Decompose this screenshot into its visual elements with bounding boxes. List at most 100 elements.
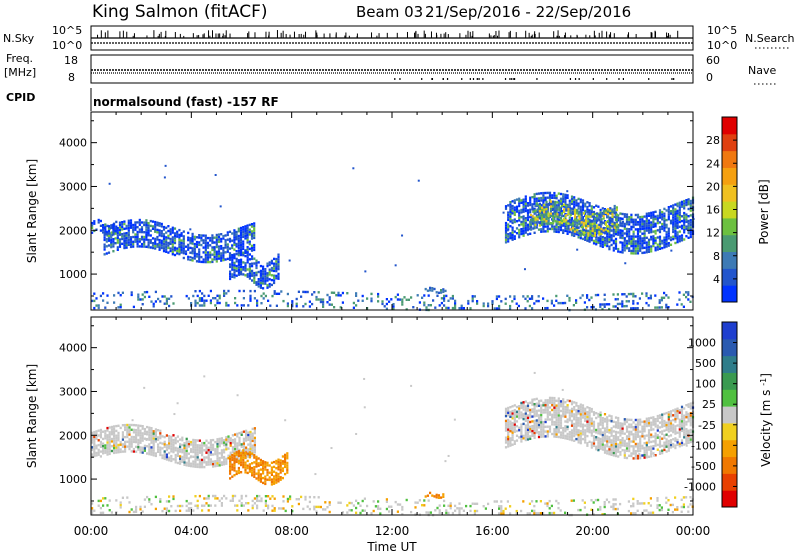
echo-cell [584, 417, 587, 420]
echo-cell [601, 207, 604, 210]
echo-cell [551, 432, 554, 436]
echo-cell [619, 212, 622, 215]
echo-cell [628, 228, 631, 231]
echo-cell [647, 241, 651, 244]
echo-cell [259, 458, 262, 462]
echo-cell [205, 439, 208, 442]
echo-cell [557, 409, 560, 412]
echo-cell [412, 306, 415, 309]
echo-cell [127, 236, 130, 239]
echo-cell [436, 506, 439, 510]
echo-cell [639, 223, 642, 226]
echo-cell [405, 498, 408, 502]
echo-cell [647, 436, 651, 439]
echo-cell [602, 210, 605, 213]
echo-cell [540, 230, 543, 233]
echo-cell [136, 240, 139, 243]
echo-cell [658, 230, 662, 234]
echo-cell [110, 445, 113, 448]
echo-cell [437, 494, 440, 497]
echo-cell [264, 268, 267, 271]
echo-cell [196, 456, 199, 459]
echo-cell [562, 407, 565, 411]
echo-cell [544, 420, 547, 424]
echo-cell [658, 443, 662, 446]
echo-cell [540, 404, 543, 407]
echo-cell [553, 420, 556, 424]
echo-cell [568, 438, 571, 441]
echo-cell [104, 429, 107, 433]
echo-cell [95, 451, 98, 455]
echo-cell [533, 412, 536, 415]
echo-cell [553, 191, 556, 195]
echo-cell [458, 307, 461, 310]
echo-cell [660, 306, 663, 309]
echo-cell [546, 403, 549, 407]
echo-cell [322, 508, 325, 511]
echo-cell [564, 227, 567, 230]
echo-cell [240, 433, 243, 436]
echo-cell [180, 251, 183, 254]
echo-cell [544, 401, 547, 404]
echo-cell [685, 442, 688, 445]
echo-cell [617, 219, 620, 222]
echo-cell [135, 431, 138, 434]
echo-cell [579, 417, 582, 421]
echo-cell [541, 221, 544, 224]
echo-cell [689, 428, 692, 432]
echo-cell [566, 408, 569, 412]
echo-cell [577, 508, 580, 512]
echo-cell [242, 456, 245, 459]
echo-cell [253, 276, 256, 280]
echo-cell [689, 431, 692, 434]
echo-cell [236, 304, 239, 307]
echo-cell [145, 228, 148, 232]
echo-cell [108, 452, 111, 456]
echo-cell [304, 498, 307, 501]
echo-cell [211, 239, 214, 242]
echo-cell [672, 228, 675, 231]
echo-cell [193, 235, 196, 239]
echo-cell [586, 406, 589, 409]
echo-cell [162, 240, 166, 243]
echo-cell [231, 273, 234, 276]
echo-cell [575, 409, 578, 412]
echo-cell [247, 438, 250, 441]
echo-cell [223, 451, 226, 454]
echo-cell [546, 227, 549, 231]
echo-cell [520, 430, 523, 433]
echo-cell [669, 412, 673, 415]
echo-cell [163, 452, 166, 456]
echo-cell [612, 230, 615, 233]
echo-cell [266, 478, 269, 481]
echo-cell [151, 246, 155, 250]
echo-cell [632, 307, 635, 310]
echo-cell [570, 414, 574, 418]
echo-cell [233, 241, 236, 244]
echo-cell [549, 210, 552, 213]
echo-cell [509, 304, 512, 308]
echo-cell [625, 447, 629, 450]
echo-cell [546, 408, 549, 412]
echo-cell [636, 445, 640, 448]
echo-cell [435, 496, 438, 499]
echo-cell [284, 456, 287, 459]
echo-cell [556, 201, 559, 204]
echo-cell [610, 432, 613, 435]
echo-cell [253, 446, 256, 449]
echo-cell [529, 401, 532, 404]
echo-cell [654, 225, 657, 228]
echo-cell [643, 237, 646, 240]
echo-cell [190, 443, 193, 446]
echo-cell [172, 450, 175, 454]
echo-cell [138, 218, 141, 222]
echo-cell [500, 509, 503, 513]
echo-cell [110, 231, 113, 234]
echo-cell [504, 231, 508, 234]
echo-cell [217, 247, 221, 251]
echo-cell [165, 458, 168, 461]
echo-cell [251, 264, 254, 268]
echo-cell [102, 497, 105, 500]
echo-cell [529, 196, 532, 199]
echo-cell [592, 411, 596, 414]
